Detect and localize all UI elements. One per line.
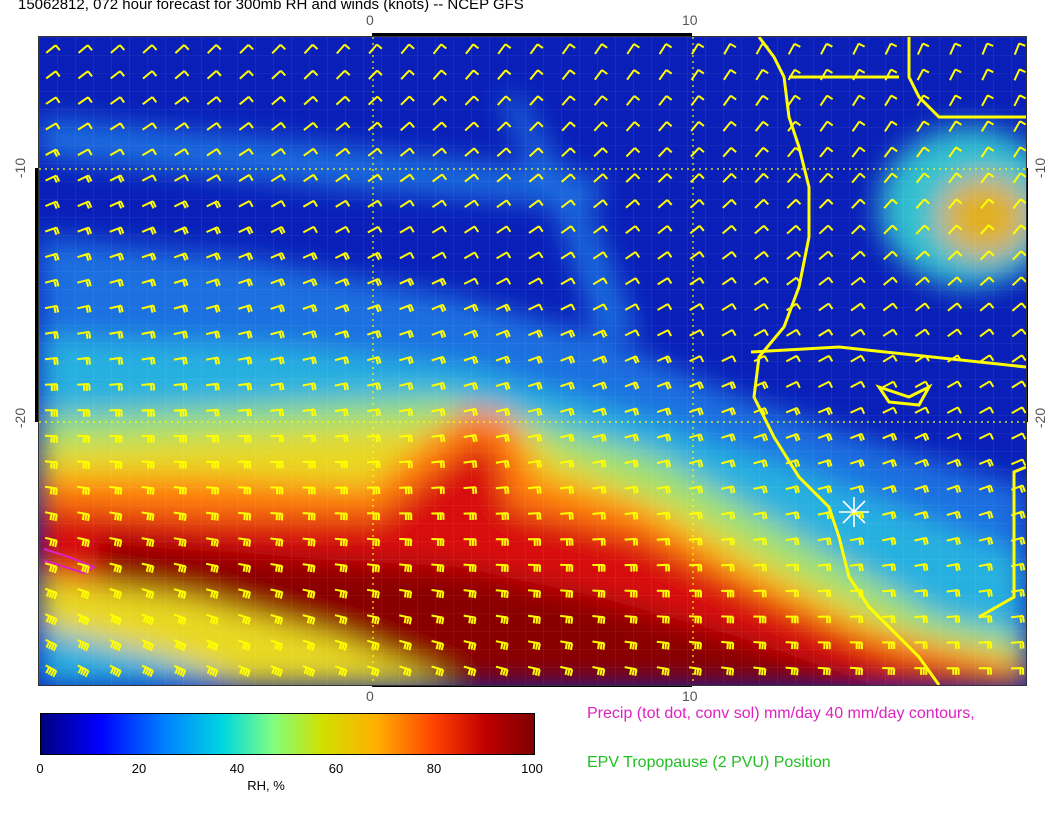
rh-field-map [39,37,1026,685]
map-title: 15062812, 072 hour forecast for 300mb RH… [18,0,524,13]
colorbar-tick: 60 [328,761,344,776]
left-tick-minus10: -10 [12,157,29,179]
wind-barbs [44,42,1026,678]
top-tick-0: 0 [366,12,374,28]
top-tick-10: 10 [682,12,698,28]
right-tick-minus20: -20 [1032,407,1049,429]
map-panel [38,36,1027,686]
bottom-tick-10: 10 [682,688,698,704]
colorbar-label: RH, % [247,778,285,793]
right-tick-minus10: -10 [1032,157,1049,179]
left-tick-minus20: -20 [12,407,29,429]
lat-lon-grid [39,37,1026,685]
colorbar-tick: 0 [36,761,44,776]
colorbar-tick: 80 [426,761,442,776]
colorbar-tick: 40 [229,761,245,776]
top-edge-bar [372,33,692,37]
legend-tropopause: EPV Tropopause (2 PVU) Position [587,754,831,771]
legend-precip: Precip (tot dot, conv sol) mm/day 40 mm/… [587,705,975,722]
coastline [750,37,1026,685]
colorbar-tick: 100 [521,761,543,776]
bottom-tick-0: 0 [366,688,374,704]
rh-colorbar [40,713,535,755]
colorbar-tick: 20 [131,761,147,776]
graticule [39,37,1026,685]
left-edge-bar [35,168,39,422]
wind-barb-lines [44,42,1026,678]
station-marker-icon [839,497,869,527]
